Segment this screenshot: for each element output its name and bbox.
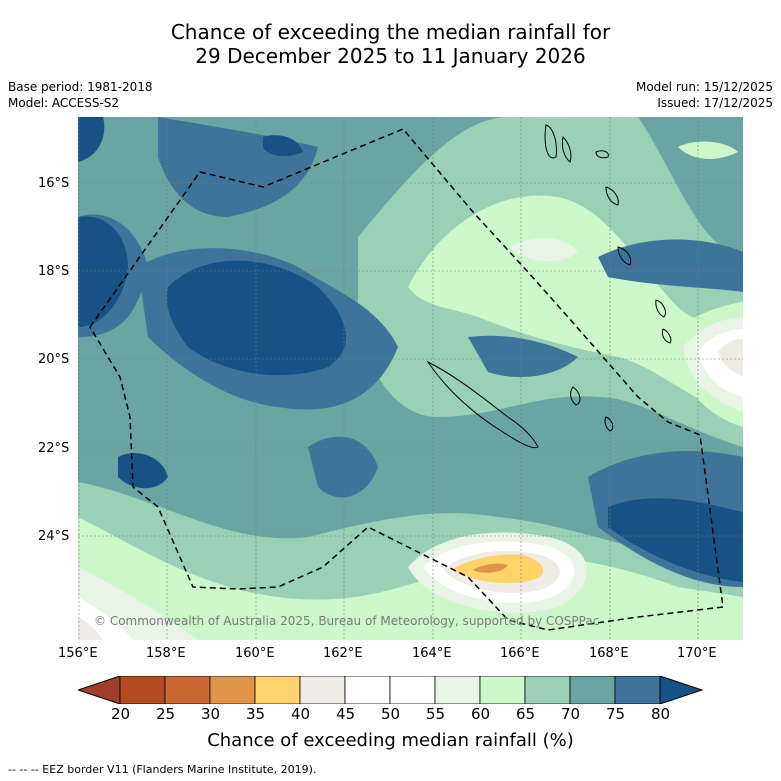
model-run: Model run: 15/12/2025 xyxy=(635,80,773,94)
rainfall-map xyxy=(78,117,743,640)
colorbar-tick-65: 65 xyxy=(516,705,536,723)
lat-label-16s: 16°S xyxy=(38,176,70,191)
colorbar-tick-35: 35 xyxy=(246,705,266,723)
lon-label-158e: 158°E xyxy=(146,646,186,661)
colorbar-cell-75-80 xyxy=(614,676,661,704)
lon-label-166e: 166°E xyxy=(500,646,540,661)
lon-label-170e: 170°E xyxy=(677,646,717,661)
lat-label-18s: 18°S xyxy=(38,264,70,279)
contour-75-80-middle xyxy=(468,335,578,377)
colorbar-cell-20-25 xyxy=(119,676,166,704)
contour-over-80-southwest xyxy=(118,453,168,489)
contour-55-60-northeast xyxy=(678,141,738,159)
eez-legend-note: -- -- -- EEZ border V11 (Flanders Marine… xyxy=(8,763,317,776)
lon-label-164e: 164°E xyxy=(412,646,452,661)
colorbar-arrow-below-20 xyxy=(78,676,121,704)
eez-border xyxy=(89,128,724,631)
contour-50-55-central xyxy=(508,237,578,262)
colorbar-tick-40: 40 xyxy=(291,705,311,723)
contour-over-80-northwest xyxy=(78,117,105,162)
model-name: Model: ACCESS-S2 xyxy=(8,96,120,110)
colorbar-tick-20: 20 xyxy=(111,705,131,723)
colorbar-cell-30-35 xyxy=(209,676,256,704)
contour-75-80-south-central xyxy=(308,436,378,498)
colorbar-cell-50-55 xyxy=(389,676,436,704)
lat-label-22s: 22°S xyxy=(38,441,70,456)
base-period: Base period: 1981-2018 xyxy=(8,80,153,94)
colorbar-tick-70: 70 xyxy=(561,705,581,723)
map-title-line-2: 29 December 2025 to 11 January 2026 xyxy=(195,44,586,68)
colorbar-cell-40-45 xyxy=(299,676,346,704)
colorbar-cell-45-50 xyxy=(344,676,391,704)
colorbar-tick-80: 80 xyxy=(651,705,671,723)
colorbar-cell-25-30 xyxy=(164,676,211,704)
copyright-notice: © Commonwealth of Australia 2025, Bureau… xyxy=(94,614,600,628)
map-title-line-1: Chance of exceeding the median rainfall … xyxy=(170,20,611,44)
colorbar-tick-60: 60 xyxy=(471,705,491,723)
colorbar-cell-70-75 xyxy=(569,676,616,704)
colorbar-tick-30: 30 xyxy=(201,705,221,723)
vanuatu-islands xyxy=(544,124,672,432)
lon-label-162e: 162°E xyxy=(323,646,363,661)
issued-date: Issued: 17/12/2025 xyxy=(657,96,773,110)
colorbar-cell-65-70 xyxy=(524,676,571,704)
colorbar-tick-75: 75 xyxy=(606,705,626,723)
colorbar-label: Chance of exceeding median rainfall (%) xyxy=(207,730,574,751)
contour-75-80-east xyxy=(598,239,743,292)
colorbar-tick-25: 25 xyxy=(156,705,176,723)
colorbar xyxy=(78,676,704,704)
contour-40-45-east xyxy=(718,339,743,377)
contour-30-35-south-high xyxy=(473,563,508,573)
colorbar-tick-45: 45 xyxy=(336,705,356,723)
contour-40-45-southwest xyxy=(78,617,103,640)
contour-over-80-southeast xyxy=(608,498,743,582)
colorbar-tick-55: 55 xyxy=(426,705,446,723)
colorbar-cell-55-60 xyxy=(434,676,481,704)
colorbar-tick-50: 50 xyxy=(381,705,401,723)
colorbar-arrow-above-80 xyxy=(659,676,704,704)
contour-over-80-west xyxy=(78,216,128,327)
contour-over-80-north xyxy=(263,135,303,157)
contour-55-60-central xyxy=(408,195,743,417)
colorbar-cell-60-65 xyxy=(479,676,526,704)
lat-label-20s: 20°S xyxy=(38,352,70,367)
new-caledonia-outline xyxy=(426,360,539,449)
lat-label-24s: 24°S xyxy=(38,529,70,544)
lon-label-168e: 168°E xyxy=(589,646,629,661)
contour-55-60-south xyxy=(78,517,743,640)
lon-label-160e: 160°E xyxy=(235,646,275,661)
contour-over-80-central-west xyxy=(166,260,347,376)
colorbar-cell-35-40 xyxy=(254,676,301,704)
lon-label-156e: 156°E xyxy=(58,646,98,661)
